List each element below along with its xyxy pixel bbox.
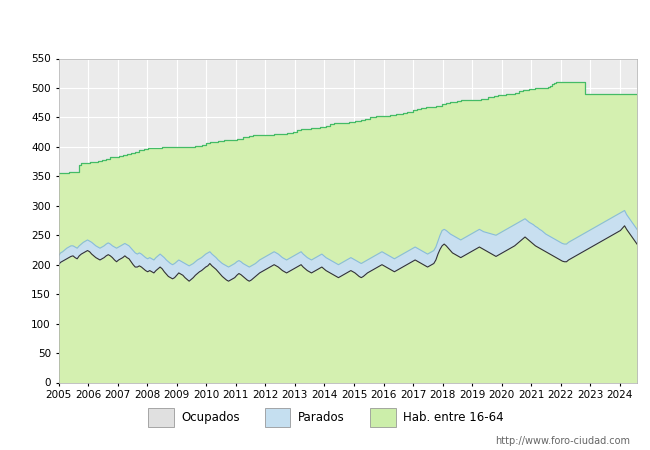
FancyBboxPatch shape [265, 408, 290, 427]
Text: Parados: Parados [298, 411, 344, 424]
FancyBboxPatch shape [370, 408, 396, 427]
Text: Ocupados: Ocupados [181, 411, 240, 424]
Text: Hab. entre 16-64: Hab. entre 16-64 [403, 411, 504, 424]
Text: http://www.foro-ciudad.com: http://www.foro-ciudad.com [495, 436, 630, 446]
Text: Fortià - Evolucion de la poblacion en edad de Trabajar Mayo de 2024: Fortià - Evolucion de la poblacion en ed… [42, 16, 608, 32]
FancyBboxPatch shape [148, 408, 174, 427]
